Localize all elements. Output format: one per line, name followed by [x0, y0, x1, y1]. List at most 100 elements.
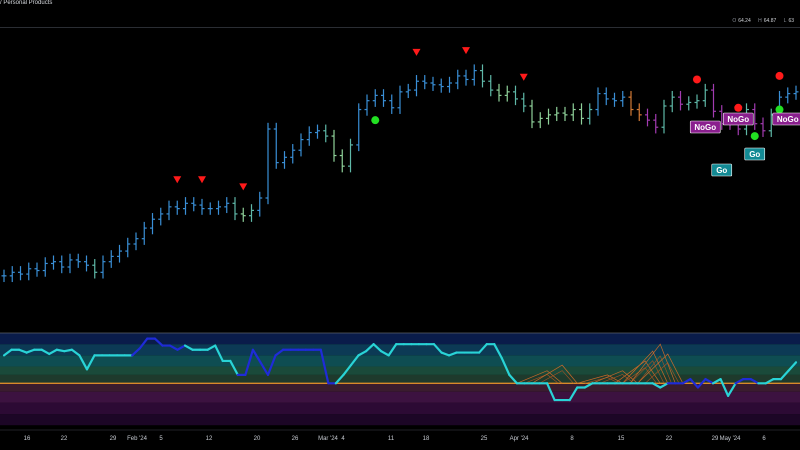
oscillator-segment	[787, 361, 798, 372]
x-tick-label: 8	[570, 436, 574, 442]
x-tick-label: Mar '24	[318, 436, 338, 442]
ohlc-bar	[1, 269, 7, 283]
oscillator-segment	[63, 348, 73, 353]
red-triangle-signal	[519, 73, 528, 81]
x-tick-label: 6	[762, 436, 766, 442]
top-divider	[0, 27, 800, 28]
oscillator-segment	[764, 378, 775, 385]
ohlc-bar	[488, 75, 494, 97]
ohlc-bar	[504, 85, 510, 102]
x-tick-label: 20	[254, 436, 261, 442]
oscillator-segment	[711, 378, 722, 385]
ohlc-bar	[240, 207, 246, 222]
oscillator-segment	[508, 373, 519, 385]
ohlc-bar	[207, 202, 213, 215]
ohlc-bar	[51, 255, 56, 270]
ohlc-bar	[257, 191, 263, 217]
ohlc-bar	[414, 75, 419, 97]
ohlc-bar	[554, 106, 560, 122]
ohlc-bar	[430, 76, 436, 91]
oscillator-panel	[2, 337, 798, 402]
ohlc-bar	[273, 122, 279, 169]
badge-label: NoGo	[777, 115, 799, 124]
ohlc-bar	[711, 83, 716, 118]
ohlc-bar	[133, 232, 139, 251]
oscillator-segment	[55, 348, 66, 353]
nogo-badge: NoGo	[689, 120, 721, 134]
ohlc-bar	[793, 85, 799, 100]
ohlc-bar	[521, 92, 527, 113]
oscillator-segment	[651, 382, 662, 389]
go-badge: Go	[744, 147, 766, 161]
oscillator-segment	[719, 378, 730, 397]
oscillator-segment	[259, 361, 270, 377]
ohlc-bar	[282, 151, 287, 169]
oscillator-segment	[734, 378, 745, 385]
ohlc-bar	[290, 144, 296, 164]
ohlc-bar	[653, 113, 659, 134]
ohlc-bar	[702, 83, 708, 107]
x-tick-label: 22	[61, 436, 68, 442]
oscillator-segment	[500, 357, 511, 377]
ohlc-bar	[405, 83, 411, 99]
cloud-spike	[637, 353, 684, 384]
ohlc-bar	[199, 198, 205, 215]
oscillator-band	[0, 402, 800, 415]
oscillator-band	[0, 366, 800, 375]
x-tick-label: 4	[341, 436, 345, 442]
oscillator-segment	[17, 348, 28, 354]
oscillator-segment	[349, 354, 360, 367]
badge-label: NoGo	[727, 115, 749, 124]
ohlc-bar	[34, 262, 40, 277]
oscillator-segment	[659, 382, 669, 389]
oscillator-segment	[2, 348, 13, 357]
ohlc-bar	[595, 87, 601, 116]
ohlc-bar	[587, 103, 593, 125]
ohlc-bar	[447, 76, 452, 93]
oscillator-segment	[779, 369, 790, 381]
oscillator-segment	[266, 354, 277, 377]
x-tick-label: 18	[423, 436, 430, 442]
oscillator-segment	[583, 382, 594, 389]
ohlc-bar	[785, 87, 791, 104]
oscillator-segment	[274, 348, 285, 357]
x-tick-label: May '24	[720, 436, 741, 442]
ohlc-bar	[471, 64, 477, 86]
ohlc-bar	[348, 138, 353, 173]
signal-badges: NoGoNoGoNoGoGoGoGo	[689, 112, 800, 177]
time-axis: 16 22 29 Feb '24 5 12 20 26 Mar '24 4 11 18 25 Apr '2…	[0, 429, 800, 442]
ohlc-bar	[18, 266, 23, 281]
price-bars	[1, 64, 799, 283]
ohlc-bar	[562, 106, 568, 122]
oscillator-segment	[696, 378, 707, 389]
ohlc-readout: O 64.24 H 64.87 L 63	[732, 18, 800, 24]
open-value: 64.24	[738, 18, 751, 24]
red-triangle-signal	[462, 47, 470, 55]
oscillator-segment	[251, 348, 262, 364]
badge-label: NoGo	[694, 123, 716, 132]
red-triangle-signal	[198, 176, 206, 184]
x-tick-label: 11	[388, 436, 395, 442]
oscillator-segment	[206, 344, 217, 351]
ohlc-bar	[529, 99, 535, 129]
ohlc-bar	[183, 197, 188, 215]
x-tick-label: 25	[481, 436, 488, 442]
ohlc-bar	[463, 69, 469, 86]
ohlc-bar	[381, 89, 386, 107]
red-dot-signal	[734, 103, 743, 112]
ohlc-bar	[397, 85, 403, 114]
cloud-spike	[614, 360, 661, 384]
x-tick-label: Apr '24	[510, 436, 529, 442]
oscillator-segment	[176, 344, 187, 351]
oscillator-segment	[380, 350, 390, 357]
ohlc-bar	[364, 94, 370, 116]
oscillator-band	[0, 414, 800, 426]
ohlc-bar	[620, 90, 626, 107]
badge-label: Go	[749, 150, 760, 159]
ohlc-bar	[513, 85, 518, 106]
ohlc-bar	[166, 200, 172, 221]
oscillator-band	[0, 383, 800, 392]
x-tick-label: 15	[618, 436, 625, 442]
red-triangle-signal	[239, 183, 248, 191]
